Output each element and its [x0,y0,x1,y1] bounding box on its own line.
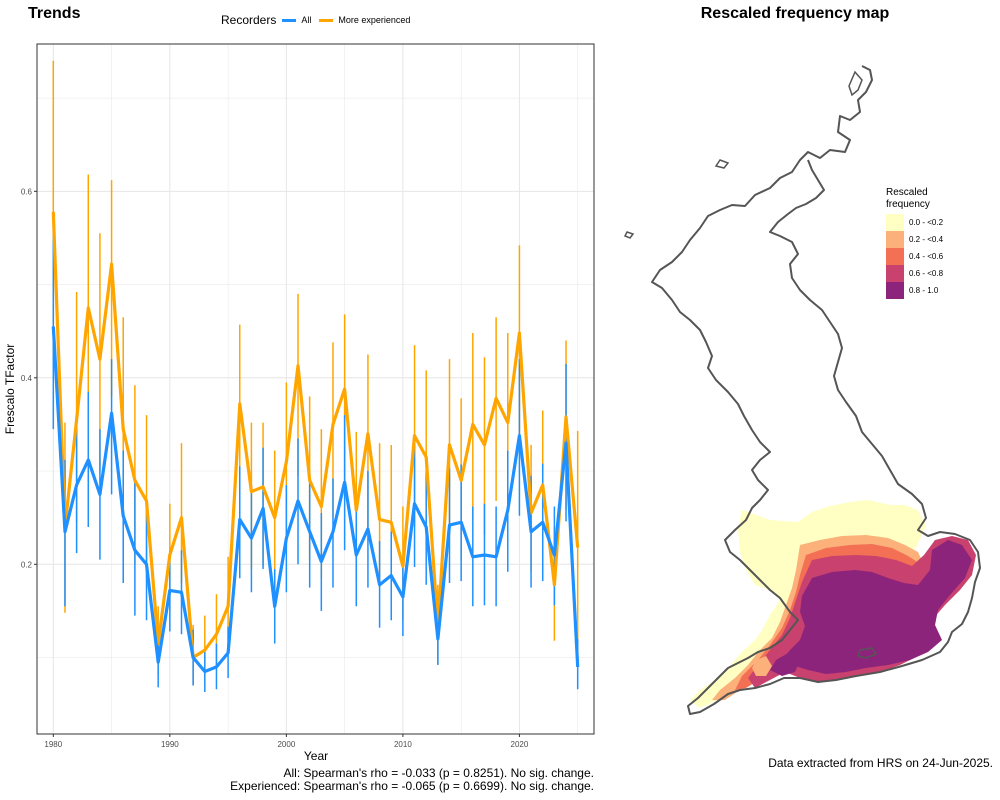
footer-line-experienced: Experienced: Spearman's rho = -0.065 (p … [230,779,594,793]
source-note: Data extracted from HRS on 24-Jun-2025. [768,756,993,770]
map-legend-title-line: frequency [886,199,930,210]
y-tick-label: 0.4 [21,374,33,383]
map-legend-label: 0.8 - 1.0 [909,286,939,295]
x-tick-label: 1980 [44,740,62,749]
map-legend-title-line: Rescaled [886,187,928,198]
map-legend-row: 0.8 - 1.0 [886,282,943,299]
map-legend-swatch [886,248,904,265]
frequency-map [623,65,981,715]
x-axis-label: Year [304,749,328,763]
region-class-1-patch [752,656,772,676]
island-outline [623,231,635,239]
map-legend-swatch [886,282,904,299]
map-legend-row: 0.0 - <0.2 [886,214,943,231]
legend-item-all: All [282,15,311,25]
legend-title: Recorders [221,13,277,27]
legend-label-experienced: More experienced [338,15,411,25]
map-fill-regions [690,500,976,708]
map-legend-label: 0.0 - <0.2 [909,218,944,227]
series-lines [51,211,580,674]
region-class-4-west [770,652,800,676]
y-tick-label: 0.2 [21,560,33,569]
axes: 0.2 0.4 0.6 1980 1990 2000 2010 2020 [21,187,529,749]
island-outline [714,159,730,169]
map-legend-row: 0.4 - <0.6 [886,248,943,265]
legend-swatch-all [282,18,297,22]
x-tick-label: 2010 [394,740,412,749]
island-outline [848,70,863,97]
map-legend-label: 0.6 - <0.8 [909,269,944,278]
panel-border [36,43,595,735]
map-legend-swatch [886,214,904,231]
legend-label-all: All [301,15,312,25]
coastline [651,65,981,715]
map-legend-row: 0.2 - <0.4 [886,231,943,248]
legend-item-experienced: More experienced [319,15,410,25]
footer-stats: All: Spearman's rho = -0.033 (p = 0.8251… [230,767,594,793]
map-title: Rescaled frequency map [700,5,890,22]
legend-swatch-experienced [319,18,334,22]
map-legend-label: 0.4 - <0.6 [909,252,944,261]
map-legend-label: 0.2 - <0.4 [909,235,944,244]
series-line-all [51,326,580,674]
x-tick-label: 1990 [161,740,179,749]
island-outline [857,647,878,659]
error-bars [52,60,579,693]
series-line-experienced [51,211,580,660]
series-legend: Recorders All More experienced [221,12,418,28]
x-tick-label: 2000 [277,740,295,749]
x-tick-label: 2020 [511,740,529,749]
map-legend-swatch [886,265,904,282]
trends-title: Trends [28,5,81,22]
map-legend-title: Rescaled frequency [886,187,943,211]
grid-lines [37,44,594,734]
map-legend-swatch [886,231,904,248]
region-class-4 [782,540,972,674]
y-axis-label: Frescalo TFactor [3,344,17,434]
y-tick-label: 0.6 [21,187,33,196]
trends-chart: 0.2 0.4 0.6 1980 1990 2000 2010 2020 Year Fresc… [3,43,595,763]
map-legend-row: 0.6 - <0.8 [886,265,943,282]
map-legend: Rescaled frequency 0.0 - <0.2 0.2 - <0.4… [886,187,943,299]
footer-line-all: All: Spearman's rho = -0.033 (p = 0.8251… [283,766,594,780]
